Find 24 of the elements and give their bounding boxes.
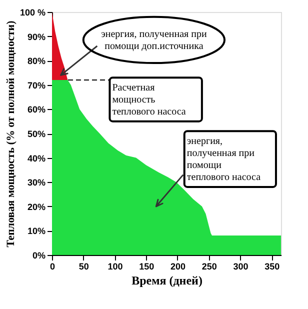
x-tick-label: 350 — [264, 262, 280, 272]
x-tick-label: 150 — [139, 262, 154, 272]
y-tick-label: 10% — [27, 226, 46, 236]
y-tick-label: 80% — [27, 56, 46, 66]
x-tick-label: 0 — [50, 262, 56, 272]
x-tick-label: 100 — [108, 262, 123, 272]
y-tick-label: 20% — [27, 202, 46, 212]
y-axis-title: Тепловая мощность (% от полной мощности) — [4, 20, 17, 248]
ref-line-label: Расчетная мощность теплового насоса — [112, 82, 186, 118]
x-tick-label: 50 — [78, 262, 89, 272]
y-tick-label: 70% — [27, 80, 46, 90]
x-tick-label: 250 — [202, 262, 217, 272]
y-tick-label: 90% — [27, 32, 46, 42]
y-tick-label: 40% — [27, 153, 46, 164]
x-tick-label: 300 — [233, 262, 248, 272]
annotation: энергия, полученная при помощи доп.источника — [101, 28, 208, 52]
y-tick-label: 60% — [27, 104, 46, 115]
x-tick-label: 200 — [170, 262, 186, 272]
y-tick-label: 0% — [32, 250, 46, 260]
y-tick-label: 30% — [27, 178, 46, 188]
annotation: энергия, полученная при помощи теплового насоса — [186, 136, 262, 184]
y-tick-label: 100 % — [20, 8, 46, 18]
y-tick-label: 50% — [27, 129, 46, 139]
x-axis-title: Время (дней) — [132, 274, 202, 288]
